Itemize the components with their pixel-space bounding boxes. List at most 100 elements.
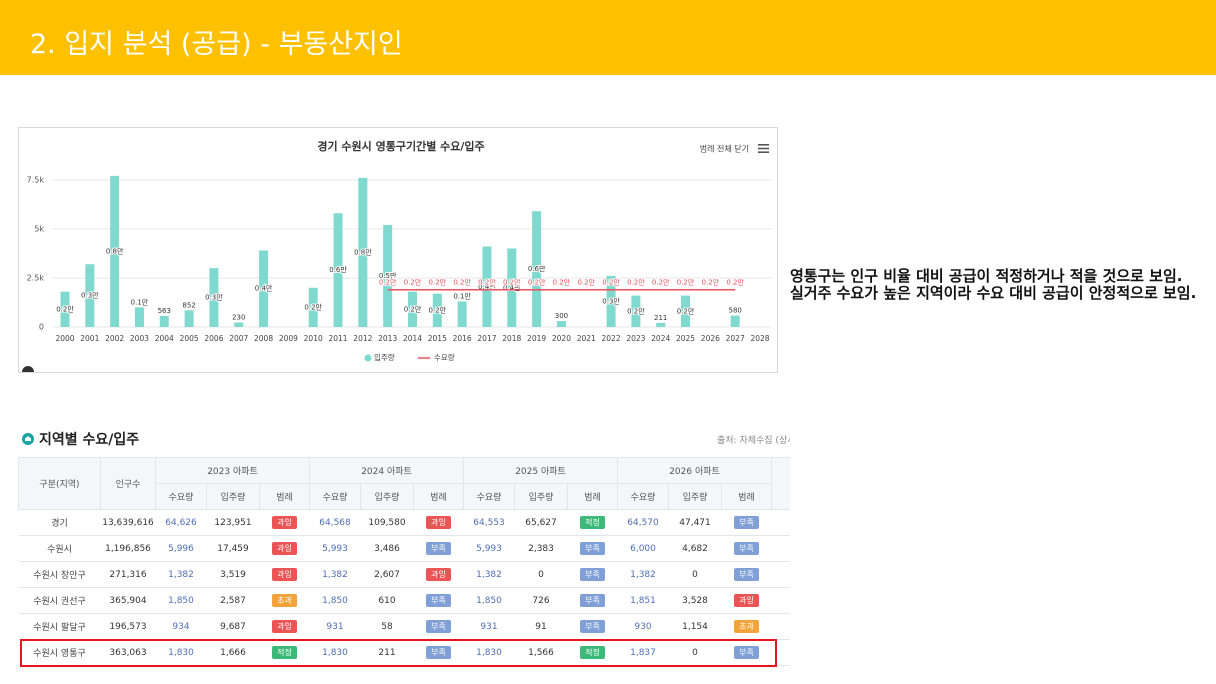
y-tick-label: 0 — [39, 323, 44, 332]
table-cell: 1,382 — [155, 561, 207, 588]
table-cell: 수원시 권선구 — [18, 587, 101, 614]
header-bar: 2. 입지 분석 (공급) - 부동산지인 — [0, 0, 1216, 75]
x-tick-label: 2015 — [428, 334, 447, 343]
bar — [333, 213, 343, 327]
bar — [134, 307, 144, 327]
badge-cell: 부족 — [721, 535, 772, 562]
bar-label: 0.8만 — [354, 247, 372, 256]
table-cell: 365,904 — [100, 587, 156, 614]
line-label: 0.2만 — [702, 278, 720, 287]
sub-header: 입주량 — [514, 483, 568, 510]
table-cell: 3,519 — [206, 561, 260, 588]
x-tick-label: 2018 — [502, 334, 521, 343]
bar — [234, 322, 244, 327]
legend-toggle[interactable]: 범례 전체 닫기 — [700, 144, 749, 154]
status-badge: 과잉 — [272, 542, 297, 555]
x-tick-label: 2024 — [651, 334, 670, 343]
table-cell — [771, 613, 790, 640]
line-label: 0.2만 — [677, 278, 695, 287]
table-cell: 931 — [463, 613, 515, 640]
bar-label: 0.2만 — [404, 304, 422, 313]
line-label: 0.2만 — [404, 278, 422, 287]
bar-label: 0.4만 — [503, 283, 521, 292]
table-cell: 0 — [668, 561, 722, 588]
table-cell: 363,063 — [100, 639, 156, 666]
status-badge: 적정 — [272, 646, 297, 659]
line-label: 0.2만 — [528, 278, 546, 287]
y-tick-label: 5k — [34, 224, 44, 233]
legend-label: 수요량 — [434, 353, 455, 362]
title-text: 지역별 수요/입주 — [39, 432, 140, 448]
status-badge: 부족 — [734, 542, 759, 555]
bar — [556, 321, 566, 327]
bar-label: 0.2만 — [677, 306, 695, 315]
bar-label: 0.2만 — [304, 302, 322, 311]
table-cell: 17,459 — [206, 535, 260, 562]
sub-header: 수요량 — [617, 483, 669, 510]
x-tick-label: 2002 — [105, 334, 124, 343]
badge-cell: 부족 — [721, 561, 772, 588]
bar — [457, 301, 467, 327]
bar — [85, 264, 95, 327]
bar-label: 0.3만 — [81, 291, 99, 300]
status-badge: 부족 — [580, 620, 605, 633]
status-badge: 과잉 — [272, 568, 297, 581]
bar — [209, 268, 219, 327]
x-tick-label: 2028 — [750, 334, 769, 343]
bar — [656, 322, 666, 327]
sub-header: 입주량 — [206, 483, 260, 510]
table-row: 수원시 장안구 271,316 1,382 3,519 과잉 1,382 2,607 과잉 1,… — [18, 561, 790, 588]
line-label: 0.2만 — [453, 278, 471, 287]
x-tick-label: 2012 — [353, 334, 372, 343]
sub-header: 입주량 — [668, 483, 722, 510]
table-cell: 196,573 — [100, 613, 156, 640]
x-tick-label: 2014 — [403, 334, 422, 343]
highlight-box — [20, 638, 777, 667]
status-badge: 부족 — [426, 620, 451, 633]
x-tick-label: 2001 — [80, 334, 99, 343]
table-cell: 64,626 — [155, 509, 207, 536]
group-header: 2024 아파트 — [309, 457, 464, 484]
status-badge: 부족 — [426, 542, 451, 555]
line-label: 0.2만 — [503, 278, 521, 287]
table-head: 구분(지역) 인구수 2023 아파트 2024 아파트 2025 아파트 2026 아파… — [18, 457, 790, 510]
table-cell: 1,382 — [309, 561, 361, 588]
table-cell: 1,382 — [463, 561, 515, 588]
line-label: 0.2만 — [553, 278, 571, 287]
table-cell: 1,851 — [617, 587, 669, 614]
table-cell: 5,996 — [155, 535, 207, 562]
table-cell: 726 — [514, 587, 568, 614]
sub-header: 입주량 — [360, 483, 414, 510]
table-cell: 1,837 — [617, 639, 669, 666]
table-row: 경기 13,639,616 64,626 123,951 과잉 64,568 109,580… — [18, 509, 790, 536]
table-cell: 수원시 장안구 — [18, 561, 101, 588]
bar — [532, 211, 542, 327]
table-cell: 123,951 — [206, 509, 260, 536]
x-tick-label: 2008 — [254, 334, 273, 343]
bar — [60, 291, 70, 327]
chart: 경기 수원시 영통구기간별 수요/입주 범례 전체 닫기 0 2.5k 5k 7.5k… — [18, 127, 778, 373]
table-cell: 13,639,616 — [100, 509, 156, 536]
sub-header: 수요량 — [463, 483, 515, 510]
line-label: 0.2만 — [602, 278, 620, 287]
table-cell: 1,850 — [155, 587, 207, 614]
x-tick-label: 2023 — [626, 334, 645, 343]
header-row: 구분(지역) 인구수 2023 아파트 2024 아파트 2025 아파트 2026 아파… — [18, 457, 790, 510]
bar — [383, 224, 393, 327]
status-badge: 부족 — [580, 594, 605, 607]
bar-label: 0.3만 — [602, 296, 620, 305]
sub-header: 수요량 — [309, 483, 361, 510]
note: 영통구는 인구 비율 대비 공급이 적정하거나 적을 것으로 보임. — [790, 267, 1183, 285]
bar-label: 563 — [158, 307, 171, 315]
badge-cell: 부족 — [721, 509, 772, 536]
bar — [507, 248, 517, 327]
x-tick-label: 2026 — [701, 334, 720, 343]
header-cell: 인구수 — [100, 457, 156, 510]
table-cell: 47,471 — [668, 509, 722, 536]
x-tick-label: 2016 — [453, 334, 472, 343]
bar-label: 0.6만 — [329, 265, 347, 274]
menu-icon[interactable] — [758, 144, 769, 153]
bar-label: 211 — [654, 314, 667, 322]
x-tick-label: 2017 — [477, 334, 496, 343]
